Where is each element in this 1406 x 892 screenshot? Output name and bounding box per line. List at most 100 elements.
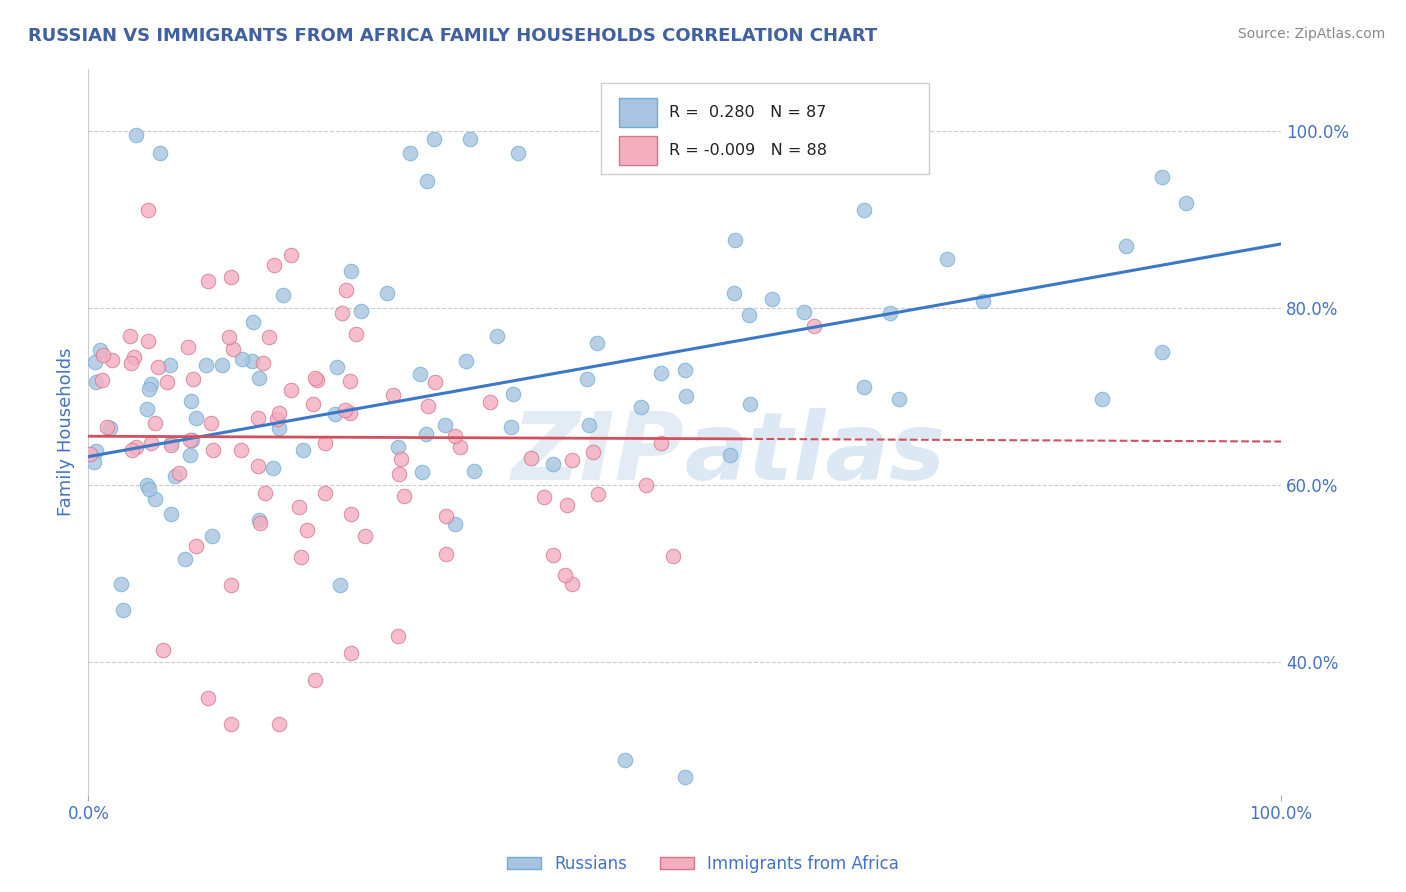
- Text: ZIP: ZIP: [512, 408, 685, 500]
- Point: [125, 440, 148, 454]
- Point: [377, 286, 399, 301]
- Point: [793, 305, 815, 319]
- Point: [575, 372, 598, 386]
- Point: [218, 330, 240, 344]
- Point: [557, 498, 579, 512]
- Point: [231, 351, 253, 366]
- Point: [724, 233, 747, 247]
- Point: [339, 406, 361, 420]
- Point: [339, 374, 361, 388]
- Point: [167, 466, 190, 480]
- Point: [307, 373, 329, 387]
- Point: [339, 508, 361, 522]
- Text: RUSSIAN VS IMMIGRANTS FROM AFRICA FAMILY HOUSEHOLDS CORRELATION CHART: RUSSIAN VS IMMIGRANTS FROM AFRICA FAMILY…: [28, 27, 877, 45]
- Point: [148, 359, 170, 374]
- Point: [160, 507, 183, 521]
- Point: [852, 203, 875, 218]
- Point: [350, 304, 373, 318]
- Point: [304, 370, 326, 384]
- Point: [222, 343, 245, 357]
- Point: [266, 412, 288, 426]
- Point: [138, 382, 160, 396]
- Point: [533, 490, 555, 504]
- Point: [449, 441, 471, 455]
- Point: [138, 482, 160, 496]
- Point: [143, 416, 166, 430]
- Point: [879, 306, 901, 320]
- Point: [186, 540, 208, 554]
- Point: [195, 358, 218, 372]
- Point: [242, 315, 264, 329]
- Point: [110, 576, 132, 591]
- Point: [344, 326, 367, 341]
- Point: [291, 443, 314, 458]
- Point: [614, 753, 637, 767]
- Point: [100, 421, 122, 435]
- Point: [201, 528, 224, 542]
- Point: [501, 420, 523, 434]
- Point: [200, 416, 222, 430]
- Point: [180, 393, 202, 408]
- Point: [554, 567, 576, 582]
- Point: [121, 443, 143, 458]
- Point: [160, 438, 183, 452]
- Point: [330, 305, 353, 319]
- Point: [673, 363, 696, 377]
- Point: [197, 274, 219, 288]
- Point: [889, 392, 911, 407]
- Point: [463, 464, 485, 478]
- Point: [326, 359, 349, 374]
- Point: [252, 355, 274, 369]
- Point: [852, 380, 875, 394]
- Point: [302, 397, 325, 411]
- Point: [91, 348, 114, 362]
- Point: [738, 309, 761, 323]
- Point: [630, 401, 652, 415]
- Point: [485, 329, 508, 343]
- Point: [1150, 345, 1173, 359]
- Point: [267, 421, 290, 435]
- Point: [125, 128, 148, 142]
- Point: [262, 461, 284, 475]
- Point: [221, 269, 243, 284]
- Point: [416, 174, 439, 188]
- Point: [761, 292, 783, 306]
- Point: [650, 366, 672, 380]
- Point: [136, 203, 159, 218]
- Point: [339, 646, 361, 660]
- Text: R =  0.280   N = 87: R = 0.280 N = 87: [669, 104, 827, 120]
- Point: [387, 440, 409, 454]
- Point: [257, 330, 280, 344]
- Point: [295, 523, 318, 537]
- Point: [84, 443, 107, 458]
- Point: [408, 368, 430, 382]
- Point: [434, 508, 457, 523]
- Point: [101, 353, 124, 368]
- Point: [84, 375, 107, 389]
- Point: [411, 465, 433, 479]
- Point: [269, 717, 291, 731]
- Point: [416, 399, 439, 413]
- Text: Source: ZipAtlas.com: Source: ZipAtlas.com: [1237, 27, 1385, 41]
- Point: [425, 375, 447, 389]
- Point: [675, 389, 697, 403]
- Point: [586, 335, 609, 350]
- Point: [541, 457, 564, 471]
- Point: [143, 492, 166, 507]
- Point: [246, 411, 269, 425]
- Point: [136, 478, 159, 492]
- Point: [79, 447, 101, 461]
- Point: [240, 353, 263, 368]
- Point: [118, 329, 141, 343]
- Point: [254, 486, 277, 500]
- Point: [221, 577, 243, 591]
- Point: [152, 643, 174, 657]
- Point: [1091, 392, 1114, 407]
- FancyBboxPatch shape: [619, 136, 657, 165]
- Point: [165, 469, 187, 483]
- Point: [561, 453, 583, 467]
- FancyBboxPatch shape: [602, 83, 929, 174]
- Point: [578, 417, 600, 432]
- Point: [458, 132, 481, 146]
- Point: [211, 358, 233, 372]
